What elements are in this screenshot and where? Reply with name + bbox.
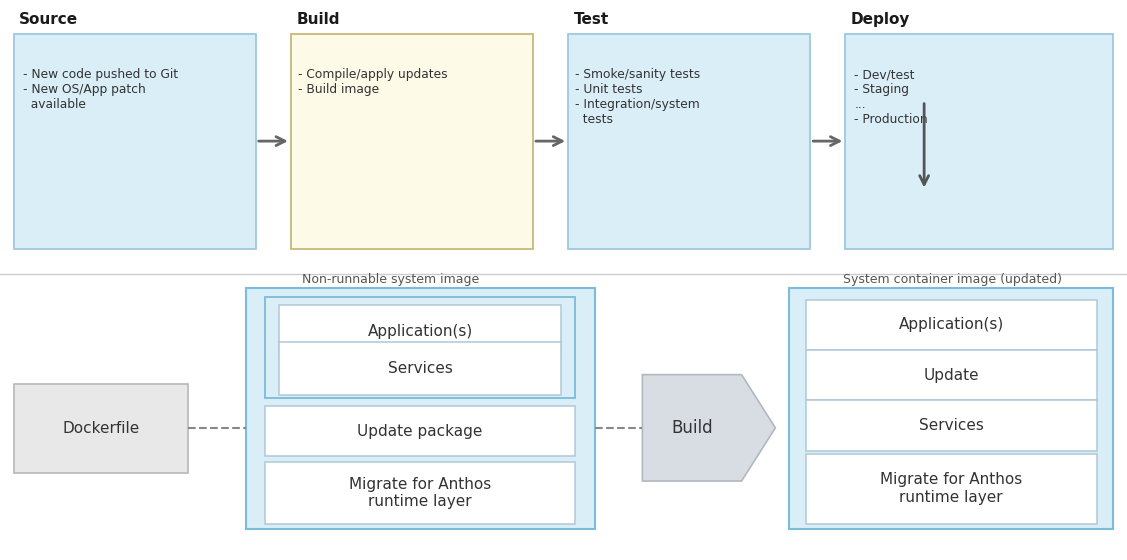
Text: Services: Services bbox=[388, 361, 453, 376]
FancyBboxPatch shape bbox=[845, 34, 1113, 249]
FancyBboxPatch shape bbox=[789, 288, 1113, 529]
FancyBboxPatch shape bbox=[806, 300, 1097, 350]
Text: Application(s): Application(s) bbox=[367, 324, 473, 339]
FancyBboxPatch shape bbox=[279, 342, 561, 395]
Text: Build: Build bbox=[672, 419, 712, 437]
Text: Update: Update bbox=[923, 368, 979, 382]
Text: Application(s): Application(s) bbox=[898, 318, 1004, 332]
FancyBboxPatch shape bbox=[265, 406, 575, 456]
FancyBboxPatch shape bbox=[806, 454, 1097, 524]
Text: Non-runnable system image: Non-runnable system image bbox=[302, 273, 479, 286]
Polygon shape bbox=[642, 375, 775, 481]
FancyBboxPatch shape bbox=[279, 305, 561, 358]
Text: Dockerfile: Dockerfile bbox=[62, 421, 140, 436]
Text: Update package: Update package bbox=[357, 424, 482, 438]
Text: Services: Services bbox=[919, 418, 984, 433]
FancyBboxPatch shape bbox=[568, 34, 810, 249]
Text: - Compile/apply updates
- Build image: - Compile/apply updates - Build image bbox=[298, 68, 447, 96]
Text: - Smoke/sanity tests
- Unit tests
- Integration/system
  tests: - Smoke/sanity tests - Unit tests - Inte… bbox=[575, 68, 700, 126]
Text: Deploy: Deploy bbox=[851, 12, 911, 27]
Text: Test: Test bbox=[574, 12, 609, 27]
Text: Migrate for Anthos
runtime layer: Migrate for Anthos runtime layer bbox=[348, 477, 491, 509]
Text: System container image (updated): System container image (updated) bbox=[843, 273, 1062, 286]
Text: - Dev/test
- Staging
...
- Production: - Dev/test - Staging ... - Production bbox=[854, 68, 928, 126]
FancyBboxPatch shape bbox=[806, 350, 1097, 400]
FancyBboxPatch shape bbox=[265, 297, 575, 398]
Text: Migrate for Anthos
runtime layer: Migrate for Anthos runtime layer bbox=[880, 473, 1022, 505]
Text: Source: Source bbox=[19, 12, 78, 27]
Text: Build: Build bbox=[296, 12, 340, 27]
FancyBboxPatch shape bbox=[806, 400, 1097, 451]
FancyBboxPatch shape bbox=[14, 384, 188, 473]
FancyBboxPatch shape bbox=[291, 34, 533, 249]
FancyBboxPatch shape bbox=[14, 34, 256, 249]
FancyBboxPatch shape bbox=[246, 288, 595, 529]
Text: - New code pushed to Git
- New OS/App patch
  available: - New code pushed to Git - New OS/App pa… bbox=[23, 68, 178, 111]
FancyBboxPatch shape bbox=[265, 462, 575, 524]
